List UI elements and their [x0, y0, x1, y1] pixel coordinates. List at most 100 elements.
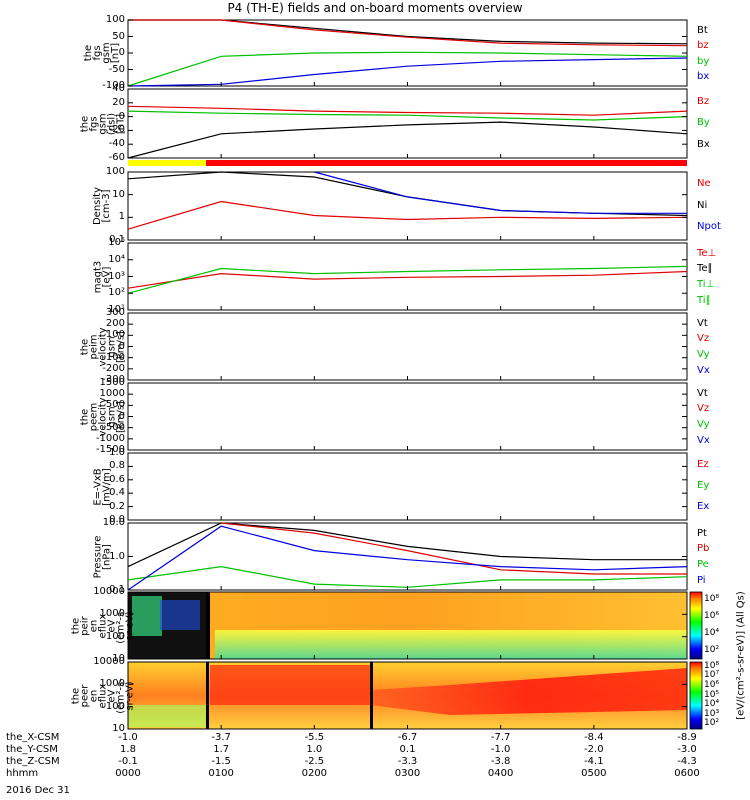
ylabel-peer_spec: the peer en eflux eV (cm²-s-sr-eV) [69, 662, 135, 729]
ylabel-part: en [87, 689, 99, 702]
legend-efield-Ex: Ex [697, 501, 710, 513]
ylabel-peem_vel: the peem velocity gsm [km/s] [72, 383, 132, 450]
xaxis-value: -3.0 [677, 744, 697, 755]
ytick-label: 0.1 [109, 584, 125, 595]
colorbar-tick: 10⁶ [704, 611, 720, 622]
ytick-label: 100 [105, 700, 125, 712]
ylabel-part: velocity [96, 326, 108, 367]
xaxis-row-label: hhmm [6, 768, 39, 779]
ylabel-peir_spec: the peir en eflux eV (cm²-s-sr-eV) [70, 592, 135, 659]
xaxis-value: -0.1 [118, 756, 138, 767]
panel-frame-peem_vel [127, 382, 688, 451]
xaxis-value: -8.4 [584, 732, 604, 743]
legend-pressure-Pi: Pi [697, 574, 706, 586]
ytick-label: -100 [102, 351, 125, 363]
ytick-label: -50 [108, 63, 125, 75]
series-temp-Te⊥ [127, 270, 688, 289]
xaxis-value: 0.1 [399, 744, 416, 755]
legend-pressure-Pt: Pt [697, 527, 707, 539]
colorbar-tick: 10⁵ [704, 689, 720, 700]
ylabel-part: peem [87, 402, 99, 431]
ylabel-density: Density [cm-3] [72, 172, 132, 240]
ytick-label: 10¹ [108, 304, 125, 315]
xaxis-value: -3.3 [397, 756, 418, 767]
ylabel-part: [mV/m] [101, 467, 112, 506]
ylabel-part: peer [78, 684, 90, 707]
ytick-label: 40 [112, 83, 125, 94]
colorbar-tick: 10⁸ [704, 594, 720, 605]
series-density-Npot [314, 171, 687, 214]
colorbar-tick: 10⁸ [704, 660, 720, 671]
ytick-label: 1500 [99, 377, 125, 388]
ylabel-part: gsm [96, 112, 108, 135]
ytick-label: 100 [105, 14, 125, 25]
ylabel-part: gsm [105, 335, 117, 358]
xaxis-value: -7.7 [490, 732, 511, 743]
ytick-label: 10.0 [102, 517, 125, 528]
ylabel-part: eV [105, 619, 117, 632]
ytick-label: 0 [118, 410, 125, 422]
colorbar-tick: 10² [704, 644, 720, 655]
legend-fgs_gsm-by: by [697, 55, 710, 67]
xaxis-value: -3.7 [211, 732, 231, 743]
xaxis-value: 0600 [674, 768, 700, 779]
ytick-label: -1500 [95, 444, 125, 455]
ytick-label: -40 [108, 138, 125, 150]
ytick-label: 10000 [93, 586, 125, 597]
xaxis-row-label: the_Z-CSM [6, 756, 60, 767]
series-pressure-Pi [127, 525, 688, 591]
ytick-label: 300 [105, 307, 125, 318]
ylabel-part: the [69, 687, 81, 704]
series-fgs_gsm_dsl-By [127, 110, 688, 121]
ylabel-part: [nT] [110, 42, 121, 64]
xaxis-value: -2.0 [584, 744, 604, 755]
xaxis-value: -4.3 [677, 756, 697, 767]
status-bar-red [206, 160, 687, 166]
date-label: 2016 Dec 31 [6, 785, 70, 796]
ytick-label: 0.4 [109, 487, 125, 499]
ytick-label: 0.8 [109, 460, 125, 472]
ylabel-part: sr-eV) [123, 680, 135, 711]
ion-spectrogram [128, 592, 687, 659]
xaxis-value: 0300 [394, 768, 421, 779]
legend-peim_vel-Vx: Vx [697, 364, 710, 376]
series-density-Ni [127, 171, 688, 217]
legend-temp-Te⊥: Te⊥ [697, 247, 717, 259]
xaxis-value: 1.0 [306, 744, 323, 755]
electron-colorbar [689, 661, 703, 730]
colorbar-tick: 10³ [704, 708, 720, 719]
colorbar-tick: 10⁴ [704, 627, 720, 638]
xaxis-value: -3.8 [490, 756, 511, 767]
series-fgs_gsm_dsl-Bx [127, 121, 688, 159]
ytick-label: 1000 [99, 678, 125, 690]
legend-density-Ni: Ni [697, 199, 708, 211]
ytick-label: 1000 [99, 388, 125, 400]
ylabel-part: (dsl) [105, 112, 117, 135]
ylabel-part: [cm-3] [101, 189, 112, 223]
xaxis-value: 1.7 [213, 744, 230, 755]
legend-temp-Te∥: Te∥ [697, 263, 713, 275]
ylabel-part: gsm [105, 405, 117, 428]
ytick-label: -1000 [95, 432, 125, 444]
ytick-label: -20 [108, 124, 125, 136]
ytick-label: -60 [108, 152, 125, 163]
ytick-label: 10000 [93, 656, 125, 667]
legend-peim_vel-Vy: Vy [697, 349, 710, 361]
ylabel-part: [nPa] [101, 543, 112, 570]
xaxis-value: -1.5 [211, 756, 231, 767]
xaxis-value: -2.5 [304, 756, 325, 767]
ion-colorbar [689, 591, 703, 660]
panel-frame-efield [127, 452, 688, 521]
colorbar-tick: 10⁷ [704, 670, 720, 681]
legend-density-Ne: Ne [697, 178, 711, 190]
ylabel-fgs_gsm_dsl: the fgs gsm (dsl) [nT] [72, 89, 132, 158]
legend-temp-Ti⊥: Ti⊥ [697, 279, 715, 291]
panel-frame-fgs_gsm_dsl [127, 88, 688, 159]
legend-pressure-Pb: Pb [697, 543, 710, 555]
ytick-label: 500 [105, 399, 125, 411]
ytick-label: -100 [102, 80, 125, 91]
xaxis-value: 1.8 [120, 744, 136, 755]
xaxis-value: 0500 [581, 768, 607, 779]
ylabel-part: eflux [96, 613, 108, 638]
series-fgs_gsm-by [127, 51, 688, 87]
